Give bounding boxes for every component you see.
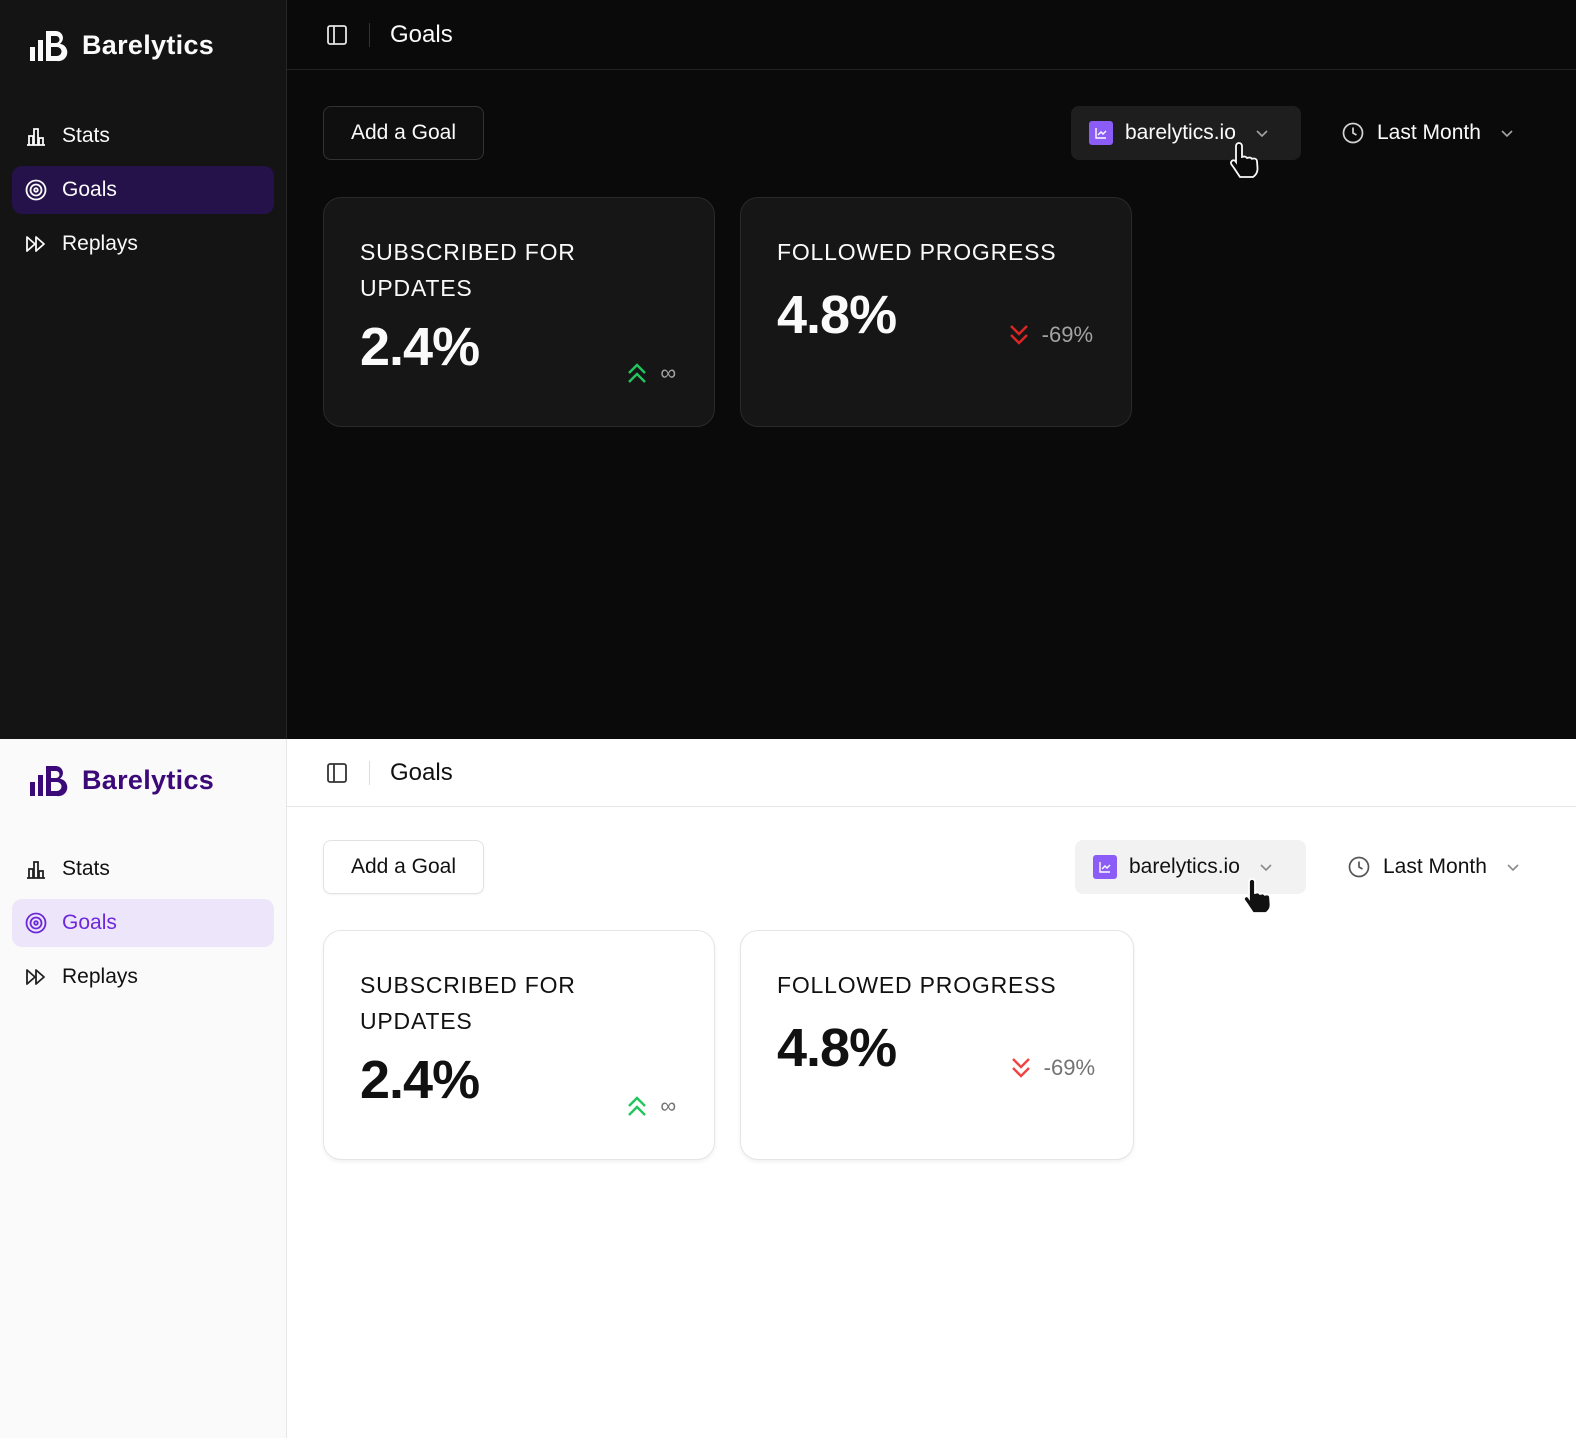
topbar-divider <box>369 22 370 47</box>
trend-indicator: -69% <box>1010 1055 1095 1081</box>
sidebar-toggle-icon[interactable] <box>325 761 349 785</box>
goal-card-title-line: SUBSCRIBED FOR <box>360 239 576 265</box>
site-select-value: barelytics.io <box>1125 121 1236 144</box>
goal-card-value: 4.8% <box>777 1018 897 1078</box>
site-select[interactable]: barelytics.io <box>1075 840 1306 894</box>
sidebar-item-label: Stats <box>62 857 110 880</box>
barelytics-logo-icon <box>30 31 68 62</box>
sidebar-nav: Stats Goals Replays <box>12 112 274 268</box>
brand[interactable]: Barelytics <box>12 739 274 821</box>
site-favicon-icon <box>1093 855 1117 879</box>
chevron-down-icon <box>1501 130 1513 138</box>
sidebar-item-stats[interactable]: Stats <box>12 112 274 160</box>
sidebar-item-stats[interactable]: Stats <box>12 845 274 893</box>
brand[interactable]: Barelytics <box>12 0 274 90</box>
chevrons-up-icon <box>628 1096 647 1116</box>
goal-card[interactable]: SUBSCRIBED FOR UPDATES 2.4% ∞ <box>323 930 715 1160</box>
date-range-select[interactable]: Last Month <box>1347 840 1521 894</box>
goal-card-title-line: UPDATES <box>360 275 473 301</box>
fast-forward-icon <box>26 236 45 252</box>
topbar: Goals <box>287 739 1576 807</box>
sidebar-item-replays[interactable]: Replays <box>12 953 274 1001</box>
topbar: Goals <box>287 0 1576 70</box>
sidebar-nav: Stats Goals Replays <box>12 845 274 1001</box>
dark-theme-screen: Barelytics Stats Goals Replays Goals Add… <box>0 0 1576 739</box>
chevron-down-icon <box>1260 864 1272 872</box>
goal-card[interactable]: FOLLOWED PROGRESS 4.8% -69% <box>740 197 1132 427</box>
sidebar-toggle-icon[interactable] <box>325 23 349 47</box>
bar-chart-icon <box>27 128 45 146</box>
chevrons-up-icon <box>628 363 647 383</box>
site-select-value: barelytics.io <box>1129 855 1240 878</box>
trend-indicator: -69% <box>1008 322 1093 348</box>
sidebar: Barelytics Stats Goals Replays <box>0 0 287 739</box>
clock-icon <box>1348 856 1370 878</box>
toolbar: Add a Goal barelytics.io Last Month <box>323 106 1540 178</box>
sidebar-item-goals[interactable]: Goals <box>12 899 274 947</box>
page-title: Goals <box>390 20 453 48</box>
date-range-select[interactable]: Last Month <box>1341 106 1515 160</box>
chevrons-down-icon <box>1011 1058 1030 1078</box>
trend-value: -69% <box>1043 1055 1095 1080</box>
light-theme-screen: Barelytics Stats Goals Replays Goals Add… <box>0 739 1576 1438</box>
toolbar: Add a Goal barelytics.io Last Month <box>323 840 1540 914</box>
hand-pointer-cursor-icon <box>1243 878 1272 914</box>
sidebar-item-goals[interactable]: Goals <box>12 166 274 214</box>
add-goal-button[interactable]: Add a Goal <box>323 106 484 160</box>
site-favicon-icon <box>1089 121 1113 145</box>
sidebar: Barelytics Stats Goals Replays <box>0 739 287 1438</box>
page-title: Goals <box>390 758 453 786</box>
brand-name: Barelytics <box>82 764 215 795</box>
trend-indicator: ∞ <box>626 1093 676 1119</box>
sidebar-item-label: Stats <box>62 124 110 147</box>
sidebar-item-label: Replays <box>62 232 138 255</box>
goal-card-title-line: FOLLOWED PROGRESS <box>777 972 1057 998</box>
goal-card-value: 2.4% <box>360 1050 480 1110</box>
trend-value: -69% <box>1041 322 1093 347</box>
topbar-divider <box>369 760 370 785</box>
bar-chart-icon <box>27 861 45 879</box>
goal-card-title-line: FOLLOWED PROGRESS <box>777 239 1057 265</box>
main-content: Goals Add a Goal barelytics.io Last Mont… <box>287 0 1576 739</box>
trend-value: ∞ <box>660 1093 676 1118</box>
hand-pointer-cursor-icon <box>1230 142 1259 178</box>
add-goal-button[interactable]: Add a Goal <box>323 840 484 894</box>
sidebar-item-replays[interactable]: Replays <box>12 220 274 268</box>
site-select[interactable]: barelytics.io <box>1071 106 1301 160</box>
goal-card-title: FOLLOWED PROGRESS <box>777 234 1095 270</box>
goal-card-title: SUBSCRIBED FOR UPDATES <box>360 967 678 1039</box>
sidebar-item-label: Goals <box>62 911 117 934</box>
goal-card-value: 4.8% <box>777 285 897 345</box>
brand-name: Barelytics <box>82 29 215 60</box>
date-range-value: Last Month <box>1377 121 1481 144</box>
goal-cards: SUBSCRIBED FOR UPDATES 2.4% ∞ FOLLOWED P… <box>323 197 1132 427</box>
goal-card-title-line: UPDATES <box>360 1008 473 1034</box>
goal-card-title: SUBSCRIBED FOR UPDATES <box>360 234 678 306</box>
chevron-down-icon <box>1507 864 1519 872</box>
chevrons-down-icon <box>1009 325 1028 345</box>
trend-indicator: ∞ <box>626 360 676 386</box>
trend-value: ∞ <box>660 360 676 385</box>
clock-icon <box>1342 122 1364 144</box>
target-icon <box>25 912 47 934</box>
goal-card-title: FOLLOWED PROGRESS <box>777 967 1097 1003</box>
goal-card-title-line: SUBSCRIBED FOR <box>360 972 576 998</box>
goal-card-value: 2.4% <box>360 317 480 377</box>
sidebar-item-label: Replays <box>62 965 138 988</box>
goal-card[interactable]: SUBSCRIBED FOR UPDATES 2.4% ∞ <box>323 197 715 427</box>
sidebar-item-label: Goals <box>62 178 117 201</box>
main-content: Goals Add a Goal barelytics.io Last Mont… <box>287 739 1576 1438</box>
target-icon <box>25 179 47 201</box>
barelytics-logo-icon <box>30 766 68 797</box>
fast-forward-icon <box>26 969 45 985</box>
goal-cards: SUBSCRIBED FOR UPDATES 2.4% ∞ FOLLOWED P… <box>323 930 1134 1160</box>
goal-card[interactable]: FOLLOWED PROGRESS 4.8% -69% <box>740 930 1134 1160</box>
date-range-value: Last Month <box>1383 855 1487 878</box>
chevron-down-icon <box>1256 130 1268 138</box>
